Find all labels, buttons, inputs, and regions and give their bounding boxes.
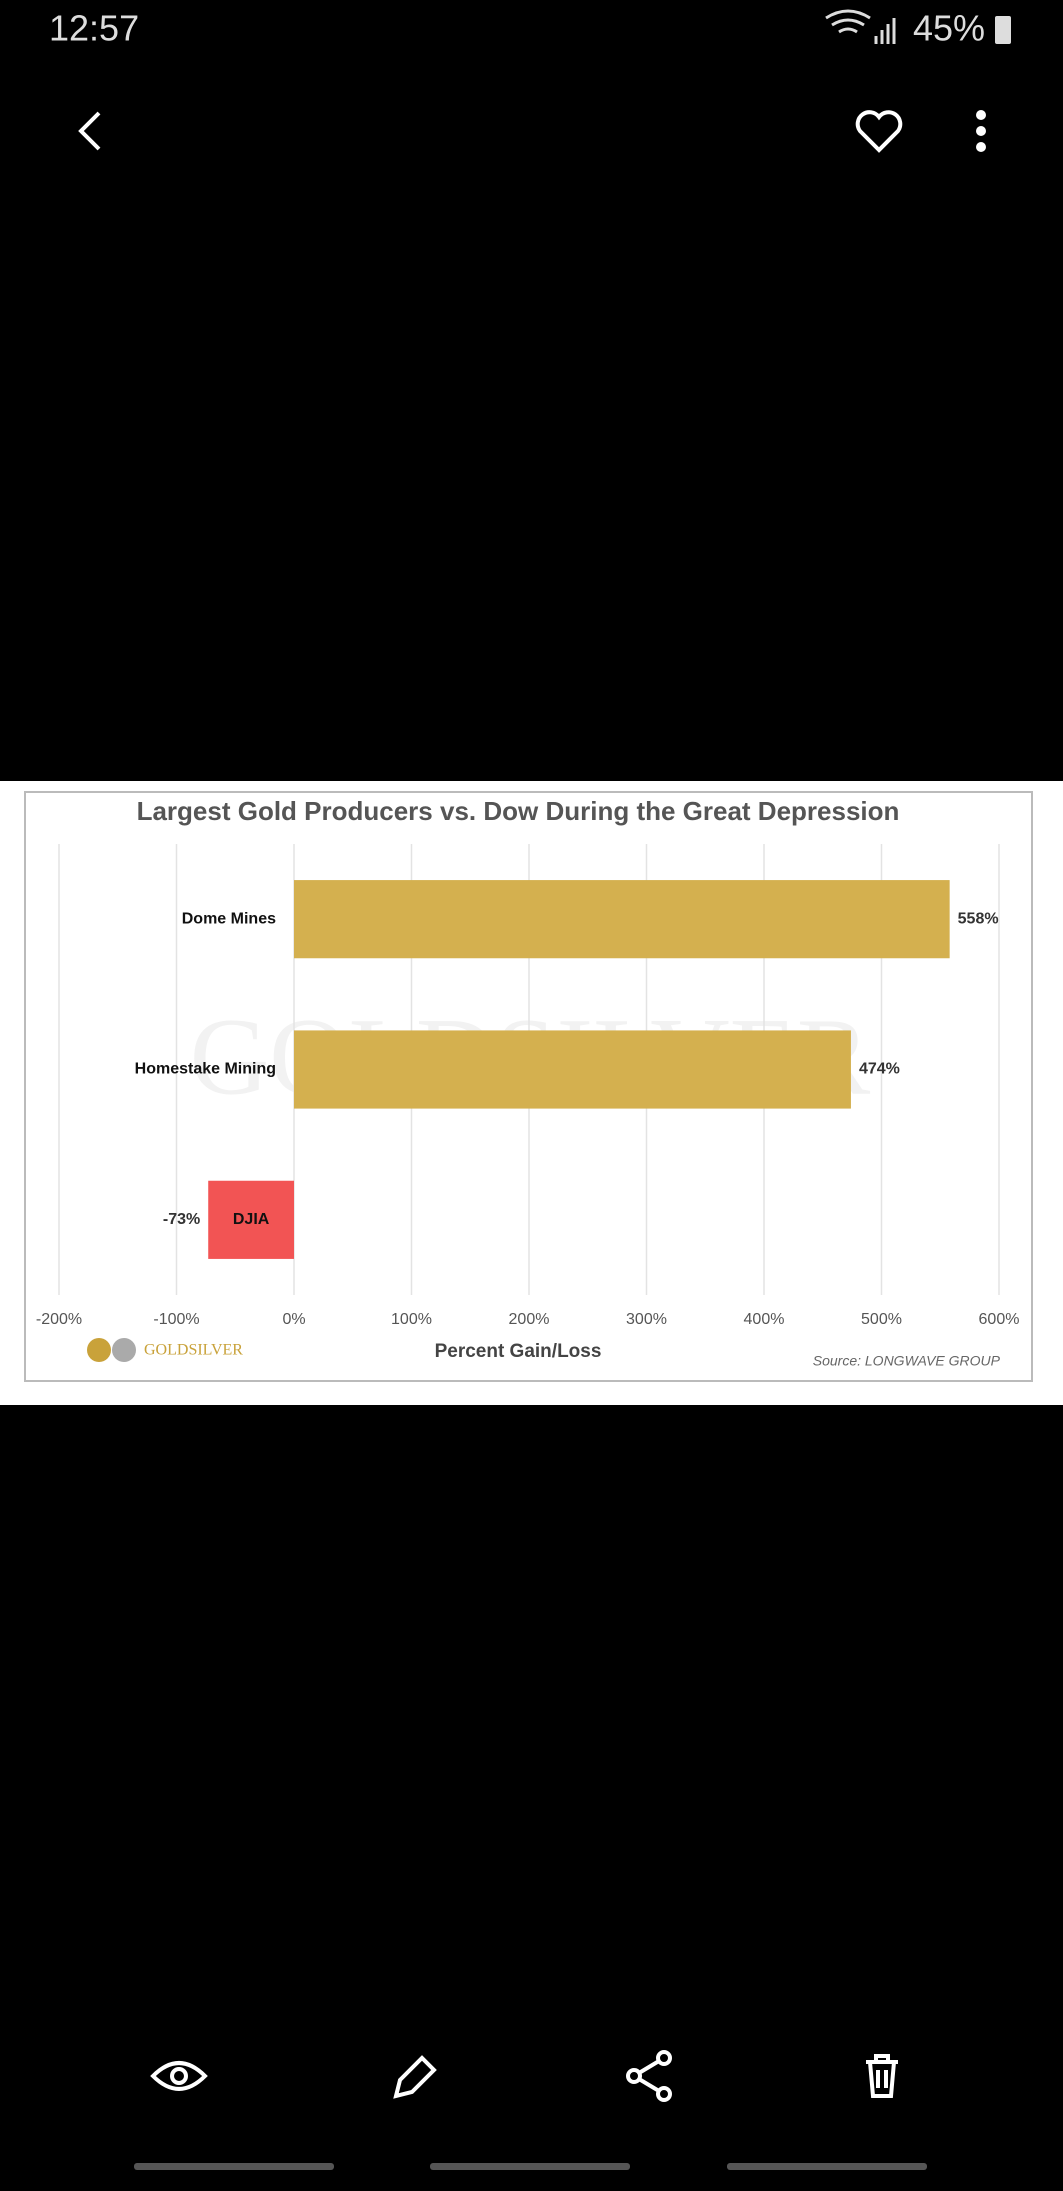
nav-bar	[134, 2163, 927, 2170]
source: Source: LONGWAVE GROUP	[813, 1353, 1001, 1369]
x-tick-label: 100%	[391, 1311, 432, 1328]
x-tick-label: 300%	[626, 1311, 667, 1328]
x-tick-label: -200%	[36, 1311, 82, 1328]
x-axis-label: Percent Gain/Loss	[435, 1341, 602, 1362]
status-battery: 45%	[913, 8, 985, 49]
share-button[interactable]	[626, 2050, 672, 2102]
value-label: 474%	[859, 1061, 900, 1078]
edit-button[interactable]	[393, 2055, 437, 2099]
chart-title: Largest Gold Producers vs. Dow During th…	[137, 796, 900, 826]
category-label: DJIA	[233, 1211, 270, 1228]
back-button[interactable]	[78, 111, 101, 151]
bar	[294, 880, 950, 959]
view-button[interactable]	[150, 2061, 208, 2091]
x-tick-label: 500%	[861, 1311, 902, 1328]
x-tick-label: -100%	[153, 1311, 199, 1328]
bar	[208, 1180, 294, 1259]
signal-icon	[874, 18, 896, 44]
wifi-icon	[825, 9, 871, 34]
logo: GOLDSILVER	[144, 1342, 243, 1359]
battery-icon	[995, 16, 1011, 44]
value-label: -73%	[163, 1211, 200, 1228]
more-button[interactable]	[976, 110, 986, 152]
bar	[294, 1030, 851, 1109]
logo-coin	[112, 1338, 136, 1362]
category-label: Homestake Mining	[135, 1061, 276, 1078]
status-time: 12:57	[49, 8, 139, 49]
value-label: 558%	[958, 910, 999, 927]
x-tick-label: 0%	[282, 1311, 305, 1328]
logo-coin	[87, 1338, 111, 1362]
x-tick-label: 400%	[744, 1311, 785, 1328]
x-tick-label: 600%	[979, 1311, 1020, 1328]
delete-button[interactable]	[866, 2054, 898, 2098]
favorite-button[interactable]	[855, 110, 903, 153]
x-tick-label: 200%	[509, 1311, 550, 1328]
category-label: Dome Mines	[182, 910, 276, 927]
plot: GOLDSILVER-200%-100%0%100%200%300%400%50…	[36, 844, 1020, 1328]
